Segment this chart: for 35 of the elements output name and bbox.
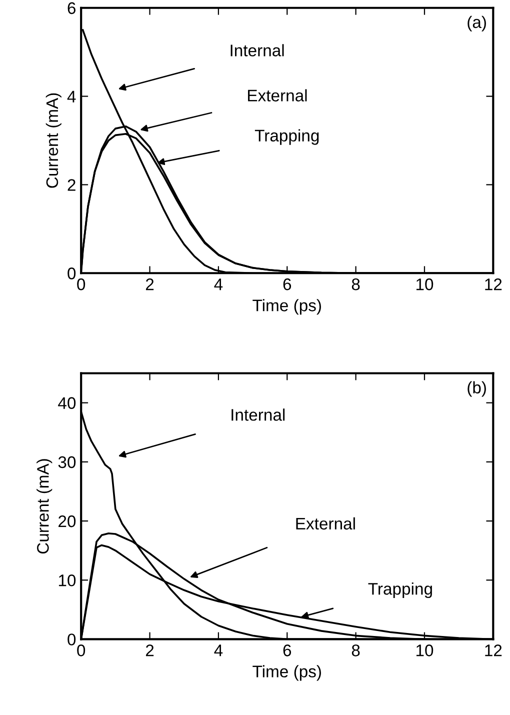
y-tick-label: 4: [67, 90, 76, 102]
x-tick-label: 10: [416, 278, 434, 290]
x-axis-title: Time (ps): [252, 665, 321, 681]
y-tick-label: 10: [58, 574, 76, 586]
x-tick-label: 2: [146, 278, 154, 290]
x-tick-label: 4: [214, 278, 223, 290]
x-tick-label: 6: [283, 278, 292, 290]
x-tick-label: 10: [416, 644, 434, 656]
x-tick-label: 8: [352, 644, 360, 656]
y-axis-title: Current (mA): [36, 459, 52, 554]
annotation: Internal: [230, 44, 284, 56]
x-tick-label: 6: [283, 644, 292, 656]
x-axis-title: Time (ps): [252, 299, 321, 315]
x-tick-label: 12: [485, 644, 502, 656]
annotation: (a): [468, 16, 486, 32]
y-tick-label: 0: [68, 634, 76, 646]
y-tick-label: 0: [68, 268, 76, 280]
y-tick-label: 6: [68, 2, 76, 14]
y-tick-label: 30: [58, 456, 76, 468]
x-tick-label: 12: [485, 278, 502, 290]
y-axis-title: Current (mA): [46, 93, 62, 188]
x-tick-label: 0: [77, 644, 86, 656]
annotation: External: [296, 517, 355, 530]
annotation: Internal: [232, 408, 285, 421]
x-tick-label: 4: [214, 644, 223, 656]
y-tick-label: 40: [58, 397, 76, 409]
y-tick-label: 20: [58, 515, 76, 528]
annotation: Trapping: [368, 582, 432, 598]
x-tick-label: 8: [352, 278, 360, 290]
annotation: Trapping: [254, 129, 319, 145]
x-tick-label: 2: [146, 644, 154, 656]
x-tick-label: 0: [77, 278, 86, 290]
y-tick-label: 2: [68, 179, 76, 191]
annotation: (b): [468, 381, 486, 397]
annotation: External: [248, 89, 307, 102]
